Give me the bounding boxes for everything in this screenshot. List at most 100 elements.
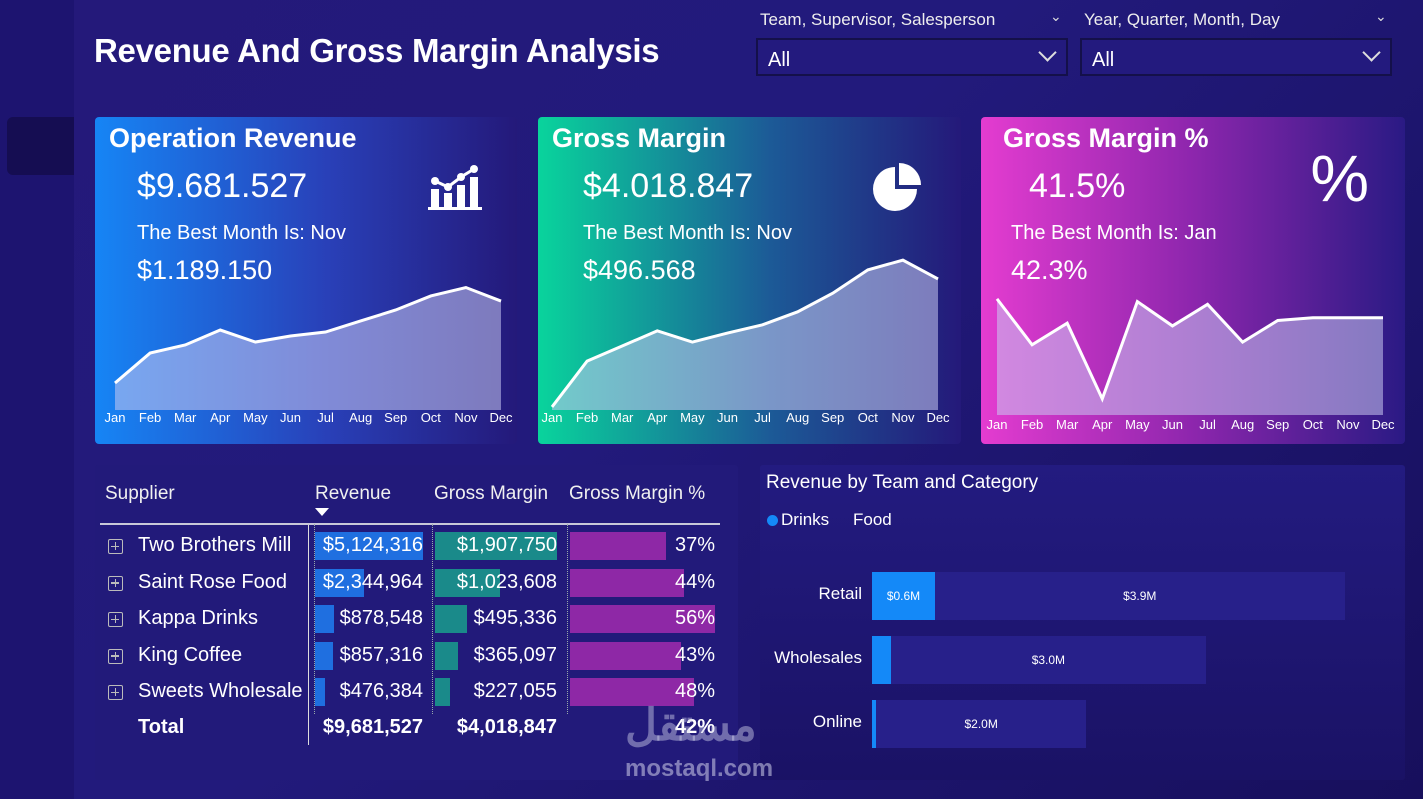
month-label: May [680,410,705,425]
revenue-value: $857,316 [339,643,423,666]
table-row[interactable]: Kappa Drinks $878,548 $495,336 56% [100,604,720,634]
month-label: Mar [1056,417,1079,432]
kpi-card-gross-margin: Jan Feb Mar Apr May Jun Jul Aug Sep Oct Nov Dec Gro… [538,117,961,444]
legend-drinks[interactable]: Drinks [781,510,830,529]
slicer-team-dropdown[interactable]: All [756,38,1068,76]
total-gross-margin: $4,018,847 [456,716,557,738]
gross-margin-percent-trend-chart: Jan Feb Mar Apr May Jun Jul Aug Sep Oct Nov Dec [987,297,1395,432]
gross-margin-percent-bar [570,605,715,634]
total-label: Total [138,716,185,738]
nav-tab[interactable] [7,117,74,175]
bar-chart-trend-icon [428,165,482,210]
category-label: Retail [818,584,862,603]
card-value: $9.681.527 [137,167,308,205]
bar-food-wholesales[interactable]: $3.0M [890,636,1206,684]
data-label: $2.0M [964,717,998,731]
table-row[interactable]: Saint Rose Food $2,344,964 $1,023,608 44… [100,568,720,598]
gross-margin-bar [435,641,459,670]
month-label: Nov [891,410,915,425]
month-label: Jun [1162,417,1183,432]
table-row[interactable]: Two Brothers Mill $5,124,316 $1,907,750 … [100,531,720,561]
card-best-value: 42.3% [1011,255,1088,285]
percent-icon: % [1310,141,1369,215]
bar-drinks-retail[interactable]: $0.6M [872,572,935,620]
revenue-value: $2,344,964 [322,570,423,593]
gross-margin-percent-bar [570,532,666,560]
sort-descending-icon[interactable] [315,508,329,516]
month-label: Mar [174,410,197,425]
total-gross-margin-percent: 42% [674,716,715,738]
table-row[interactable]: King Coffee $857,316 $365,097 43% [100,641,720,671]
chevron-down-icon [1038,43,1057,62]
column-divider [567,524,568,714]
data-label: $0.6M [886,589,921,603]
month-label: May [1125,417,1150,432]
month-label: Jul [317,410,334,425]
chevron-down-icon[interactable]: ⌄ [1375,8,1387,24]
column-header-gross-margin[interactable]: Gross Margin [434,483,549,504]
card-title: Gross Margin [552,123,727,153]
revenue-value: $476,384 [339,680,423,703]
revenue-value: $878,548 [339,607,423,630]
expand-icon[interactable] [108,612,123,628]
gross-margin-bar [435,605,467,634]
expand-icon[interactable] [108,539,123,554]
table-row[interactable]: Sweets Wholesale $476,384 $227,055 48% [100,677,720,707]
month-label: Apr [1092,417,1113,432]
header-divider [100,523,720,525]
bar-food-online[interactable]: $2.0M [876,700,1087,748]
column-header-supplier[interactable]: Supplier [105,483,175,504]
month-label: Aug [786,410,809,425]
column-divider [308,525,309,745]
card-value: 41.5% [1029,167,1126,205]
supplier-name: Two Brothers Mill [138,534,292,556]
gross-margin-percent-bar [570,678,695,707]
month-label: Jan [987,417,1008,432]
supplier-name: King Coffee [138,643,243,666]
bar-drinks-online[interactable] [872,700,877,748]
revenue-trend-chart: Jan Feb Mar Apr May Jun Jul Aug Sep Oct Nov Dec [105,285,513,425]
legend-food[interactable]: Food [853,510,892,529]
month-label: Jul [1199,417,1216,432]
column-header-gross-margin-percent[interactable]: Gross Margin % [569,483,706,504]
column-divider [314,524,315,714]
data-label: $3.9M [1123,589,1157,603]
page-title: Revenue And Gross Margin Analysis [94,32,660,69]
kpi-card-revenue: Jan Feb Mar Apr May Jun Jul Aug Sep Oct Nov Dec Ope… [95,117,517,444]
total-revenue: $9,681,527 [322,716,423,738]
gross-margin-value: $365,097 [473,643,557,666]
card-title: Operation Revenue [109,123,357,153]
expand-icon[interactable] [108,685,123,701]
bar-drinks-wholesales[interactable] [872,636,891,684]
slicer-team-value: All [768,49,791,71]
column-header-revenue[interactable]: Revenue [315,483,392,504]
slicer-date-value: All [1092,49,1115,71]
category-label: Online [812,712,862,731]
revenue-bar [315,568,365,597]
month-label: Apr [210,410,231,425]
gross-margin-value: $1,907,750 [456,534,557,556]
month-label: Apr [647,410,668,425]
supplier-name: Sweets Wholesale [138,680,303,703]
trend-area [997,298,1383,415]
card-best-value: $496.568 [583,255,696,285]
trend-area [115,287,501,410]
chevron-down-icon[interactable]: ⌄ [1050,8,1062,24]
expand-icon[interactable] [108,648,123,664]
trend-area [552,260,938,410]
kpi-card-gross-margin-percent: Jan Feb Mar Apr May Jun Jul Aug Sep Oct Nov Dec Gro… [981,117,1405,444]
column-divider [432,524,433,714]
expand-icon[interactable] [108,575,123,591]
trend-line [114,285,502,385]
month-label: Nov [1336,417,1360,432]
gross-margin-bar [435,532,557,560]
trend-line [995,297,1383,403]
bar-food-retail[interactable]: $3.9M [935,572,1345,620]
revenue-bar [315,641,334,670]
slicer-date-dropdown[interactable]: All [1080,38,1392,76]
month-label: Jul [754,410,771,425]
month-label: Sep [821,410,844,425]
card-best-value: $1.189.150 [137,255,273,285]
month-label: Dec [489,410,513,425]
month-label: Jan [105,410,126,425]
